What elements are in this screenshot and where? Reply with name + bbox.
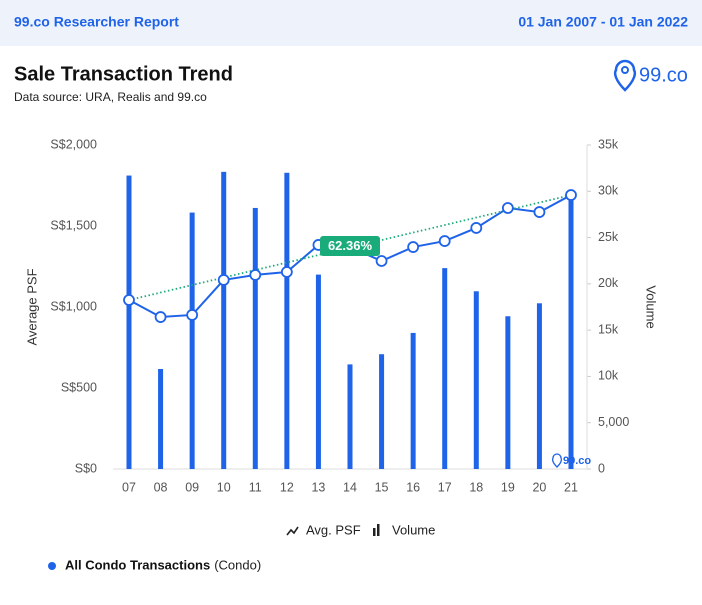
- x-tick-label: 07: [122, 480, 136, 494]
- bar: [158, 369, 164, 469]
- legend: Avg. PSF Volume: [286, 522, 435, 537]
- point: [375, 255, 388, 267]
- x-tick-label: 13: [311, 480, 325, 494]
- x-tick-label: 19: [501, 480, 515, 494]
- header-title: 99.co Researcher Report: [14, 14, 179, 30]
- point: [186, 309, 199, 321]
- annotation: 62.36%: [328, 238, 373, 253]
- legend-bar-icon: [373, 528, 376, 536]
- y-tick-label: S$1,000: [50, 299, 97, 313]
- bar: [442, 268, 448, 469]
- watermark-text: 99.co: [563, 455, 591, 467]
- annotation-box: [320, 236, 380, 256]
- bar: [473, 291, 479, 469]
- y2-tick-label: 30k: [598, 184, 619, 198]
- y2-tick-label: 20k: [598, 276, 619, 290]
- bar: [536, 303, 542, 469]
- x-tick-label: 12: [280, 480, 294, 494]
- point: [280, 266, 293, 278]
- y-axis-title: Average PSF: [24, 268, 39, 345]
- y2-axis-title: Volume: [644, 285, 659, 328]
- point: [565, 189, 577, 201]
- y-tick-label: S$0: [75, 461, 97, 475]
- y2-tick-label: 10k: [598, 369, 619, 383]
- watermark: 99.co: [551, 453, 591, 468]
- point: [470, 222, 483, 234]
- bar: [347, 364, 353, 469]
- header-bar: [0, 0, 702, 46]
- bar: [252, 207, 258, 469]
- bar: [126, 175, 132, 469]
- filter-label: All Condo Transactions: [65, 557, 210, 572]
- x-tick-label: 15: [375, 480, 389, 494]
- point: [154, 311, 167, 323]
- point: [249, 269, 262, 281]
- bar: [505, 316, 511, 469]
- y-tick-label: S$2,000: [50, 137, 97, 151]
- x-tick-label: 09: [185, 480, 199, 494]
- legend-label: Avg. PSF: [306, 522, 361, 537]
- bar: [221, 171, 227, 470]
- bar: [568, 199, 574, 470]
- y2-tick-label: 35k: [598, 137, 619, 151]
- bar: [410, 332, 416, 469]
- y2-tick-label: 0: [598, 461, 605, 475]
- legend-line-icon: [286, 526, 299, 536]
- point: [438, 235, 451, 247]
- x-tick-label: 21: [564, 480, 578, 494]
- point: [217, 274, 230, 286]
- legend-label: Volume: [392, 522, 435, 537]
- x-tick-label: 10: [217, 480, 231, 494]
- x-tick-label: 14: [343, 480, 357, 494]
- logo-dot: [621, 66, 629, 74]
- y2-tick-label: 5,000: [598, 415, 629, 429]
- legend-bar-icon: [377, 524, 380, 536]
- bar: [379, 354, 385, 469]
- date-range: 01 Jan 2007 - 01 Jan 2022: [518, 14, 688, 30]
- bar: [315, 274, 321, 469]
- x-tick-label: 08: [154, 480, 168, 494]
- filter-qualifier: (Condo): [214, 557, 261, 572]
- x-tick-label: 16: [406, 480, 420, 494]
- logo: 99.co: [613, 59, 688, 92]
- logo-text: 99.co: [639, 64, 688, 86]
- y2-tick-label: 15k: [598, 322, 619, 336]
- line: [128, 194, 572, 319]
- x-tick-label: 20: [532, 480, 546, 494]
- point: [533, 206, 546, 218]
- y2-tick-label: 25k: [598, 230, 619, 244]
- y-tick-label: S$500: [61, 380, 97, 394]
- y-tick-label: S$1,500: [50, 218, 97, 232]
- chart-subtitle: Data source: URA, Realis and 99.co: [14, 90, 207, 104]
- watermark-pin: [551, 453, 563, 468]
- point: [407, 241, 420, 253]
- point: [501, 202, 514, 214]
- filter-dot: [48, 562, 56, 570]
- bar: [189, 212, 195, 469]
- plot: S$0 S$500 S$1,000 S$1,500 S$2,000 0 5,000 10k 15…: [50, 137, 629, 494]
- x-tick-label: 18: [469, 480, 483, 494]
- bar: [284, 172, 290, 469]
- logo-pin: [613, 59, 637, 92]
- chart-title: Sale Transaction Trend: [14, 63, 233, 85]
- x-tick-label: 11: [249, 480, 262, 494]
- point: [123, 294, 135, 306]
- x-tick-label: 17: [438, 480, 452, 494]
